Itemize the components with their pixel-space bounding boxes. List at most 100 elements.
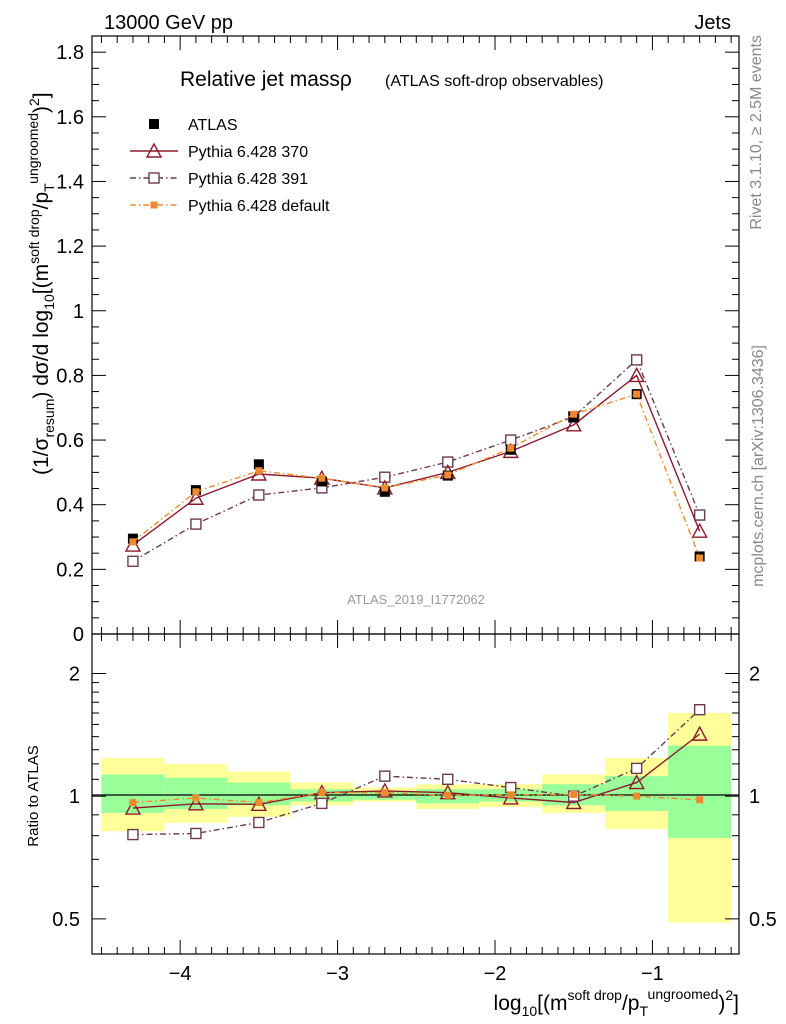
main-ytick-label-2: 0.4 — [56, 495, 84, 517]
mcplots-label: mcplots.cern.ch [arXiv:1306.3436] — [750, 345, 767, 587]
ratio-frame — [91, 633, 740, 955]
header-right: Jets — [694, 12, 731, 34]
main-point-pdefault-0 — [129, 538, 137, 546]
ratio-ytick-label-right-0: 0.5 — [749, 909, 777, 931]
ratio-point-pdefault-1 — [192, 794, 200, 802]
main-ytick-label-0: 0 — [73, 624, 84, 646]
legend-label-pdefault: Pythia 6.428 default — [188, 198, 330, 215]
ratio-ytick-label-right-1: 1 — [749, 786, 760, 808]
main-line-pdefault — [132, 393, 701, 559]
ratio-point-p391-9 — [693, 704, 706, 716]
ratio-line-pdefault — [132, 791, 700, 804]
ratio-series — [124, 704, 708, 841]
analysis-watermark: ATLAS_2019_I1772062 — [347, 592, 485, 607]
main-point-pdefault-1 — [192, 488, 200, 496]
main-point-pdefault-6 — [507, 444, 515, 452]
main-point-pdefault-5 — [444, 471, 452, 479]
legend-marker-p370 — [145, 142, 163, 158]
legend: ATLAS Pythia 6.428 370 Pythia 6.428 391 Pyt… — [130, 117, 330, 215]
ratio-ytick-label-0: 0.5 — [52, 909, 80, 931]
ratio-point-p391-2 — [253, 816, 265, 829]
main-point-pdefault-7 — [570, 410, 578, 418]
main-point-p370-8 — [628, 366, 645, 383]
ratio-point-pdefault-9 — [696, 796, 704, 804]
main-point-atlas-4 — [379, 486, 390, 497]
main-ytick-label-4: 0.8 — [56, 365, 84, 387]
main-series — [124, 354, 708, 567]
main-point-pdefault-2 — [255, 467, 263, 475]
ratio-point-pdefault-6 — [507, 791, 515, 799]
band-inner-9 — [668, 745, 732, 838]
ratio-point-pdefault-8 — [633, 792, 641, 800]
main-point-pdefault-4 — [381, 484, 389, 492]
main-point-pdefault-9 — [696, 554, 704, 562]
main-point-p391-2 — [253, 489, 265, 501]
ratio-point-pdefault-0 — [129, 798, 137, 806]
x-tick-label-3: −1 — [641, 963, 664, 985]
ratio-x-ticks: −4 −3 −2 −1 — [100, 634, 732, 985]
ratio-line-p370 — [132, 733, 701, 809]
main-ytick-label-8: 1.6 — [56, 107, 84, 129]
ratio-point-p391-1 — [190, 827, 202, 840]
ratio-ytick-label-1: 1 — [69, 786, 80, 808]
main-line-p370 — [132, 374, 701, 546]
ratio-panel: 0.5 0.5 1 1 2 2 −4 −3 −2 −1 Ratio to ATLAS log10… — [25, 633, 777, 1019]
band-inner-2 — [227, 782, 291, 806]
plot-title: Relative jet massρ — [180, 68, 352, 91]
main-point-p370-9 — [691, 522, 708, 538]
ratio-point-p370-0 — [124, 799, 142, 815]
main-ytick-label-9: 1.8 — [56, 42, 84, 64]
legend-label-p391: Pythia 6.428 391 — [188, 171, 308, 188]
x-axis-label: log10[(msoft drop/pTungroomed)2] — [494, 986, 739, 1019]
main-point-p370-7 — [565, 416, 582, 432]
header-left: 13000 GeV pp — [104, 12, 233, 34]
main-point-p391-8 — [630, 354, 643, 366]
main-ytick-label-6: 1.2 — [56, 236, 84, 258]
main-line-p391 — [132, 358, 701, 562]
main-x-ticks — [100, 36, 732, 634]
main-ytick-label-1: 0.2 — [56, 559, 84, 581]
rivet-label: Rivet 3.1.10, ≥ 2.5M events — [748, 35, 765, 230]
main-point-p391-1 — [190, 518, 202, 530]
main-y-ticks: 0 0.2 0.4 0.6 0.8 1 1.2 1.4 1.6 1.8 — [56, 42, 739, 646]
main-panel: 0 0.2 0.4 0.6 0.8 1 1.2 1.4 1.6 1.8 Relative jet … — [25, 35, 740, 646]
legend-marker-p391 — [148, 172, 160, 184]
ratio-y-axis-label: Ratio to ATLAS — [25, 745, 42, 846]
main-ytick-label-7: 1.4 — [56, 171, 84, 193]
legend-marker-atlas — [149, 119, 159, 129]
ratio-point-pdefault-2 — [255, 798, 263, 806]
main-point-pdefault-8 — [633, 390, 641, 398]
main-point-atlas-2 — [253, 459, 264, 470]
ratio-point-p391-8 — [630, 762, 643, 775]
main-y-axis-label: (1/σresum) dσ/d log10[(msoft drop/pTungr… — [25, 92, 57, 475]
legend-label-atlas: ATLAS — [188, 117, 238, 134]
main-point-p370-1 — [187, 489, 205, 505]
main-point-p391-9 — [693, 509, 706, 521]
ratio-ytick-label-right-2: 2 — [749, 663, 760, 685]
main-ytick-label-3: 0.6 — [56, 430, 84, 452]
ratio-point-pdefault-3 — [318, 789, 326, 797]
legend-marker-pdefault — [150, 201, 158, 209]
x-tick-label-1: −3 — [326, 963, 349, 985]
ratio-point-p391-0 — [127, 828, 139, 841]
x-tick-label-0: −4 — [169, 963, 192, 985]
main-point-p391-5 — [442, 456, 454, 468]
ratio-y-ticks: 0.5 0.5 1 1 2 2 — [52, 663, 777, 930]
ratio-point-p391-3 — [316, 797, 328, 810]
main-ytick-label-5: 1 — [73, 301, 84, 323]
ratio-point-pdefault-5 — [444, 791, 452, 799]
main-point-p391-0 — [127, 555, 139, 567]
ratio-point-p370-9 — [691, 725, 708, 741]
legend-label-p370: Pythia 6.428 370 — [188, 144, 308, 161]
ratio-ytick-label-2: 2 — [69, 663, 80, 685]
ratio-point-pdefault-7 — [570, 790, 578, 798]
ratio-line-p391 — [132, 709, 701, 836]
ratio-point-p370-8 — [628, 774, 645, 790]
main-point-pdefault-3 — [318, 474, 326, 482]
ratio-bands — [101, 712, 732, 923]
ratio-point-p370-1 — [187, 795, 205, 811]
ratio-point-pdefault-4 — [381, 789, 389, 797]
plot-subtitle: (ATLAS soft-drop observables) — [385, 73, 603, 90]
ratio-point-p391-5 — [442, 773, 454, 786]
